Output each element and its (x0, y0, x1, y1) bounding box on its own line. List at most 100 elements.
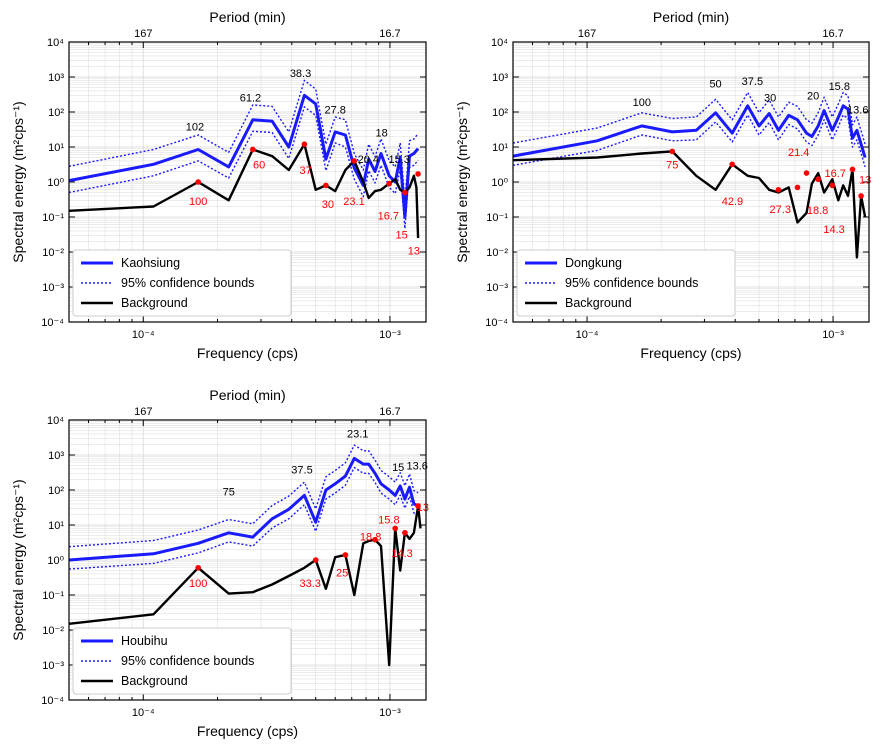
background-peak-marker (415, 171, 421, 177)
background-peak-marker (815, 176, 821, 183)
peak-period-label: 13 (417, 502, 429, 514)
background-peak-marker (794, 184, 801, 191)
legend-box (72, 627, 292, 695)
peak-period-label: 20.4 (358, 154, 379, 166)
x-tick-label: 10⁻⁴ (132, 329, 155, 341)
background-peak-marker (402, 529, 408, 536)
y-tick-label: 10² (48, 485, 64, 497)
peak-period-label: 42.9 (722, 196, 743, 208)
legend-label: Background (565, 296, 632, 310)
legend-label: 95% confidence bounds (121, 276, 254, 290)
peak-period-label: 50 (709, 79, 721, 91)
background-peak-marker (386, 180, 392, 187)
peak-period-label: 37.5 (291, 464, 312, 476)
period-tick-label: 16.7 (379, 406, 400, 418)
background-peak-marker (849, 166, 856, 173)
peak-period-label: 60 (253, 160, 265, 172)
peak-period-label: 15.8 (378, 515, 399, 527)
background-peak-marker (775, 186, 782, 193)
y-tick-label: 10⁴ (47, 37, 64, 49)
period-tick-label: 167 (134, 406, 152, 418)
y-tick-label: 10³ (48, 72, 64, 84)
peak-period-label: 15 (395, 230, 407, 242)
legend-label: Houbihu (121, 634, 168, 648)
y-tick-label: 10⁰ (491, 177, 508, 189)
peak-period-label: 13.6 (407, 461, 428, 473)
legend-box (516, 249, 736, 317)
x-axis-title: Frequency (cps) (197, 723, 298, 739)
y-tick-label: 10⁻⁴ (41, 695, 64, 707)
peak-period-label: 15.3 (388, 154, 409, 166)
confidence-bound-line (68, 79, 419, 203)
y-tick-label: 10⁻² (42, 247, 64, 259)
peak-period-label: 18.8 (360, 532, 381, 544)
y-tick-label: 10³ (48, 450, 64, 462)
background-peak-marker (195, 564, 202, 571)
legend-label: Background (121, 296, 188, 310)
y-tick-label: 10⁰ (47, 555, 64, 567)
peak-period-label: 100 (189, 196, 207, 208)
peak-period-label: 102 (186, 121, 204, 133)
confidence-bound-line (68, 466, 419, 570)
background-peak-marker (250, 146, 256, 153)
peak-period-label: 16.7 (824, 168, 845, 180)
y-tick-label: 10⁻⁴ (485, 317, 508, 329)
background-peak-marker (803, 170, 810, 176)
peak-period-label: 25 (336, 567, 348, 579)
x-tick-label: 10⁻⁴ (576, 329, 599, 341)
period-axis-title: Period (min) (653, 9, 729, 25)
peak-period-label: 21.4 (788, 147, 809, 159)
period-tick-label: 16.7 (379, 28, 400, 40)
dongkung-panel: 10⁻⁴ 10⁻³ 10⁻² 10⁻¹ 10⁰ 10¹ 10² 10³ 10⁴ 10⁻⁴ 10⁻³ 1… (454, 9, 871, 361)
x-axis-title: Frequency (cps) (197, 345, 298, 361)
peak-period-label: 14.3 (823, 224, 844, 236)
peak-period-label: 13.6 (847, 105, 868, 117)
y-tick-label: 10¹ (48, 142, 64, 154)
x-tick-label: 10⁻³ (822, 329, 844, 341)
houbihu-panel: 10⁻⁴ 10⁻³ 10⁻² 10⁻¹ 10⁰ 10¹ 10² 10³ 10⁴ 10⁻⁴ 10⁻³ 1… (10, 387, 429, 739)
legend-label: Background (121, 674, 188, 688)
background-peak-marker (351, 158, 358, 164)
peak-period-label: 75 (223, 486, 235, 498)
y-tick-label: 10¹ (48, 520, 64, 532)
peak-period-label: 100 (189, 578, 207, 590)
confidence-bound-line (68, 106, 419, 230)
y-axis-title: Spectral energy (m²cps⁻¹) (10, 479, 26, 640)
station-series-line (512, 104, 867, 158)
y-tick-label: 10⁴ (491, 37, 508, 49)
y-tick-label: 10⁻³ (42, 282, 64, 294)
x-axis-title: Frequency (cps) (640, 345, 741, 361)
peak-period-label: 37.5 (742, 76, 763, 88)
background-peak-marker (372, 536, 378, 543)
y-axis-title: Spectral energy (m²cps⁻¹) (454, 101, 470, 262)
peak-period-label: 13 (408, 245, 420, 257)
legend-label: 95% confidence bounds (121, 654, 254, 668)
y-tick-label: 10² (48, 107, 64, 119)
peak-period-label: 14.3 (391, 548, 412, 560)
y-tick-label: 10⁻² (486, 247, 508, 259)
background-peak-marker (392, 525, 398, 532)
peak-period-label: 23.1 (343, 196, 364, 208)
background-peak-marker (729, 161, 735, 168)
peak-period-label: 30 (322, 199, 334, 211)
background-peak-marker (342, 552, 349, 558)
y-axis-title: Spectral energy (m²cps⁻¹) (10, 101, 26, 262)
peak-period-label: 61.2 (240, 92, 261, 104)
peak-period-label: 15.8 (829, 81, 850, 93)
y-tick-label: 10⁻³ (42, 660, 64, 672)
y-tick-label: 10⁻⁴ (41, 317, 64, 329)
y-tick-label: 10³ (492, 72, 508, 84)
background-peak-marker (312, 557, 319, 563)
kaohsiung-panel: 10⁻⁴ 10⁻³ 10⁻² 10⁻¹ 10⁰ 10¹ 10² 10³ 10⁴ 10⁻⁴ 10⁻³ 1… (10, 9, 427, 361)
peak-period-label: 27.8 (325, 105, 346, 117)
plot-frame (68, 419, 427, 701)
peak-period-label: 38.3 (290, 68, 311, 80)
background-peak-marker (195, 179, 202, 185)
peak-period-label: 30 (764, 92, 776, 104)
background-peak-marker (669, 148, 676, 155)
background-peak-marker (402, 189, 408, 196)
period-axis-title: Period (min) (209, 9, 285, 25)
period-tick-label: 167 (578, 28, 596, 40)
y-tick-label: 10⁻³ (486, 282, 508, 294)
